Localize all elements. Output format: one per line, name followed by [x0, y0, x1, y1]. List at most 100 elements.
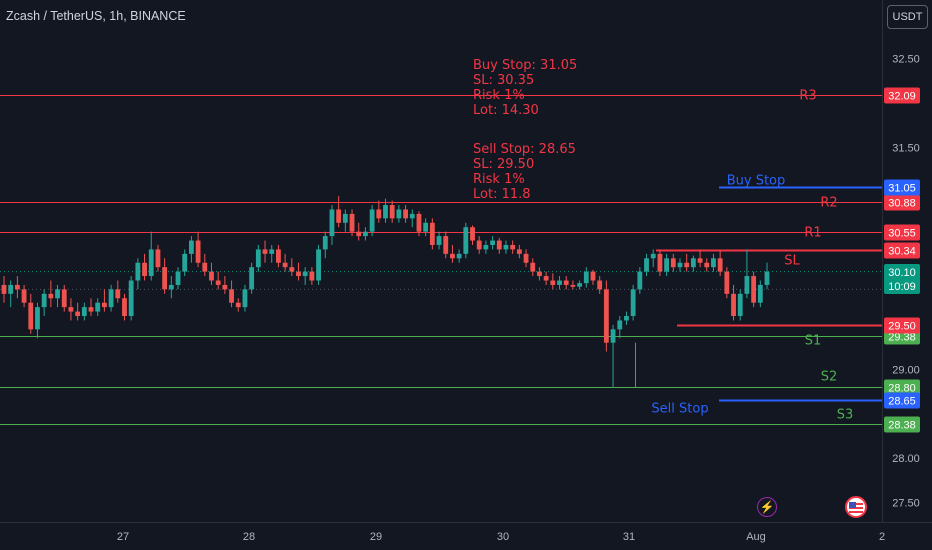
- candle-body: [476, 240, 482, 250]
- candle-body: [289, 267, 295, 272]
- time-axis-separator: [0, 522, 932, 523]
- price-tag: [884, 179, 920, 196]
- candle-body: [717, 258, 723, 272]
- candle-body: [122, 298, 127, 317]
- candle-body: [235, 302, 241, 308]
- candle-body: [229, 289, 234, 303]
- candle-body: [1, 284, 7, 294]
- candle-body: [81, 307, 87, 317]
- price-tick-label: 32.50: [892, 54, 920, 66]
- time-tick-label: Aug: [746, 531, 766, 543]
- level-name-label: Buy Stop: [727, 174, 786, 189]
- candle-body: [677, 262, 683, 268]
- us-flag-icon[interactable]: [845, 496, 867, 518]
- candle-body: [456, 253, 462, 259]
- price-tag: [884, 416, 920, 433]
- price-tag: [884, 87, 920, 104]
- note-line: Buy Stop: 31.05: [473, 58, 578, 73]
- candle-body: [128, 280, 134, 317]
- candle-body: [276, 249, 281, 263]
- candle-body: [423, 222, 429, 232]
- candle-body: [302, 271, 308, 277]
- level-name-label: S1: [805, 334, 822, 349]
- price-tick-label: 28.00: [892, 453, 920, 465]
- candle-body: [222, 284, 228, 290]
- level-name-label: R1: [804, 226, 821, 241]
- candle-body: [650, 253, 656, 259]
- candle-body: [376, 209, 382, 219]
- currency-button[interactable]: USDT: [887, 5, 928, 29]
- time-tick-label: 2: [879, 531, 885, 543]
- candle-body: [664, 258, 670, 272]
- price-tag-label: 30.34: [888, 246, 916, 258]
- candle-body: [644, 258, 649, 272]
- candle-body: [8, 284, 14, 294]
- candle-body: [409, 213, 415, 219]
- candle-body: [209, 271, 214, 281]
- buy-stop-note[interactable]: Buy Stop: 31.05 SL: 30.35 Risk 1% Lot: 1…: [473, 58, 577, 118]
- candle-body: [342, 213, 348, 223]
- candle-body: [416, 213, 422, 232]
- candle-body: [597, 280, 603, 290]
- candle-body: [523, 253, 529, 263]
- candle-body: [168, 284, 174, 290]
- candle-body: [28, 302, 34, 330]
- price-tag: [884, 317, 920, 334]
- candle-body: [483, 244, 489, 250]
- candle-body: [563, 280, 569, 285]
- candle-body: [195, 240, 201, 263]
- candle-body: [711, 258, 716, 268]
- price-tag-label: 28.80: [888, 383, 916, 395]
- symbol-title[interactable]: Zcash / TetherUS, 1h, BINANCE: [6, 9, 186, 23]
- candle-body: [316, 249, 321, 281]
- candle-body: [101, 302, 107, 308]
- price-tag-label: 31.05: [888, 183, 916, 195]
- candle-body: [356, 231, 362, 237]
- candle-body: [724, 271, 730, 294]
- candle-body: [436, 236, 442, 245]
- candle-body: [657, 253, 663, 272]
- price-tag: [884, 224, 920, 241]
- candle-body: [757, 284, 763, 303]
- candle-body: [363, 231, 368, 237]
- candle-body: [443, 236, 449, 254]
- candle-body: [557, 280, 562, 285]
- candle-body: [296, 271, 301, 277]
- candle-body: [75, 311, 81, 317]
- level-name-label: S3: [837, 408, 854, 423]
- candle-body: [503, 244, 509, 250]
- candle-body: [336, 209, 342, 223]
- candle-body: [570, 284, 576, 287]
- price-tag: [884, 392, 920, 409]
- countdown-label: 10:09: [888, 281, 916, 293]
- price-tag-label: 29.38: [888, 332, 916, 344]
- candle-body: [543, 276, 549, 281]
- price-tag: [884, 379, 920, 396]
- sell-stop-note[interactable]: Sell Stop: 28.65 SL: 29.50 Risk 1% Lot: …: [473, 142, 576, 202]
- candle-body: [188, 240, 194, 254]
- note-line: SL: 29.50: [473, 157, 535, 172]
- candle-body: [14, 284, 20, 290]
- candle-body: [396, 209, 402, 219]
- candle-body: [95, 302, 101, 312]
- note-line: Lot: 11.8: [473, 187, 531, 202]
- candle-body: [162, 267, 168, 290]
- candle-body: [496, 240, 502, 250]
- candle-body: [737, 293, 743, 317]
- candle-body: [389, 205, 395, 219]
- candle-body: [690, 258, 696, 268]
- price-tag: [884, 242, 920, 259]
- candle-body: [155, 249, 161, 268]
- candle-body: [603, 289, 609, 343]
- note-line: SL: 30.35: [473, 73, 535, 88]
- candle-body: [577, 283, 583, 287]
- level-name-label: S2: [821, 370, 838, 385]
- candle-body: [282, 262, 288, 268]
- lightning-icon[interactable]: ⚡: [757, 497, 777, 517]
- candle-body: [630, 289, 636, 317]
- candle-body: [510, 244, 516, 250]
- candle-body: [637, 271, 643, 290]
- level-name-label: SL: [784, 254, 800, 269]
